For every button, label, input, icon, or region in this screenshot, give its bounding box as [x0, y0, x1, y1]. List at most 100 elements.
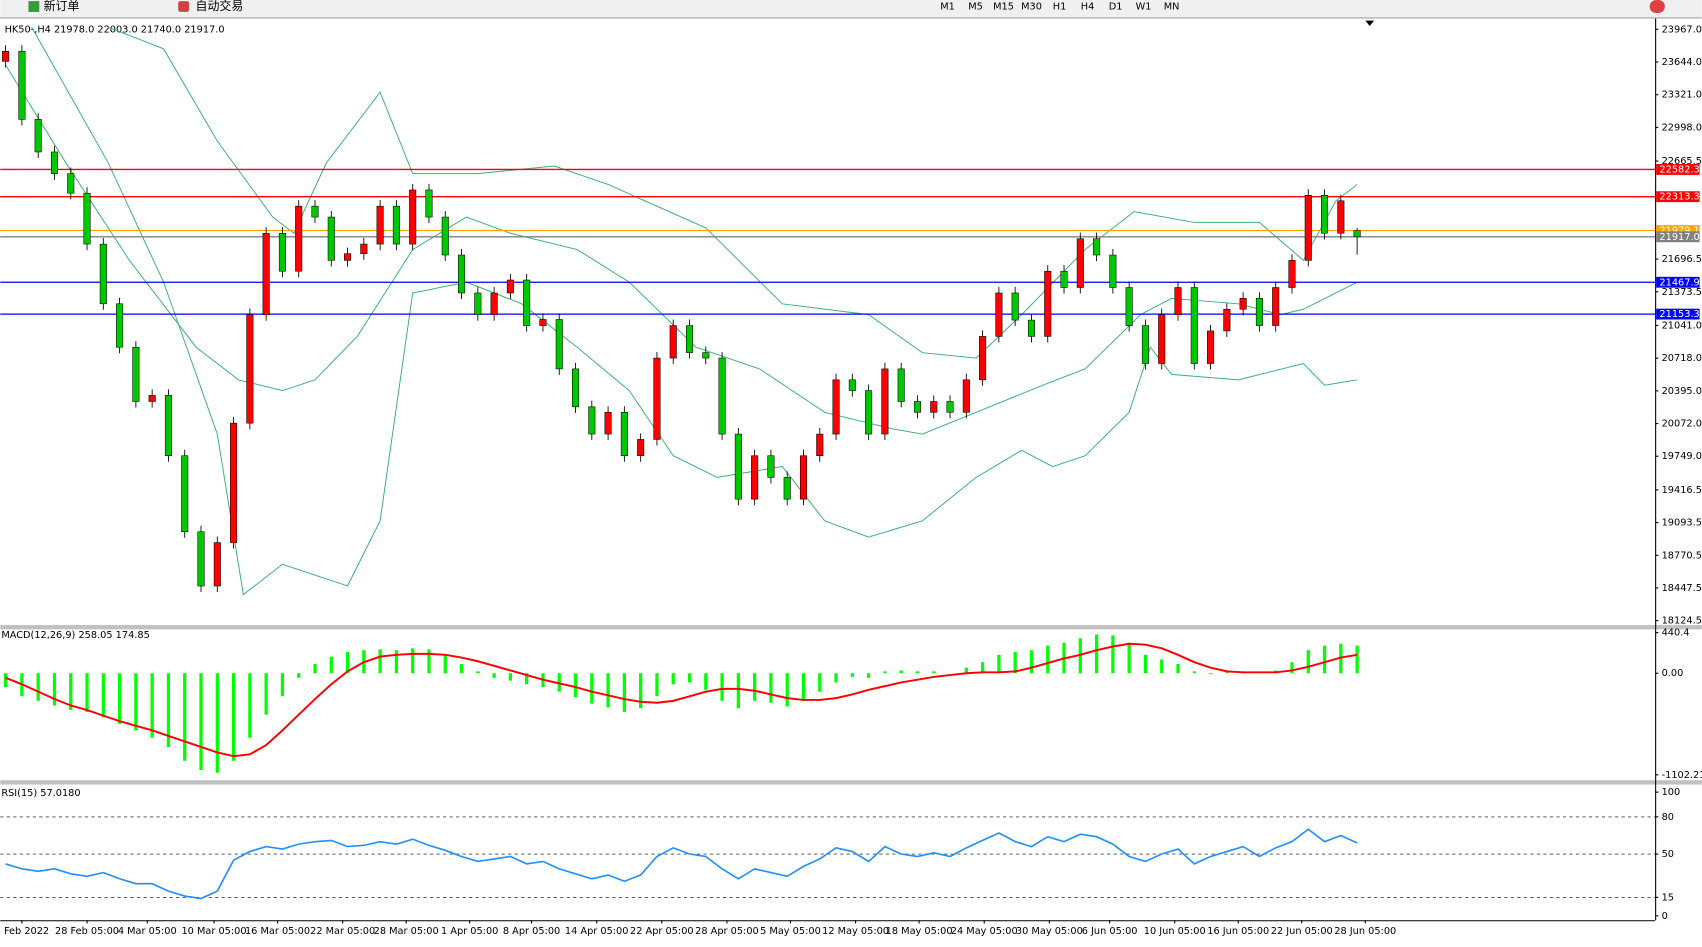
timeframe-button[interactable]: W1 [1136, 2, 1152, 13]
rsi-title: RSI(15) 57.0180 [1, 788, 80, 799]
timeframe-button[interactable]: M5 [968, 2, 983, 13]
candle-body [930, 401, 938, 413]
timeframe-button[interactable]: H4 [1081, 2, 1095, 13]
y-tick-label: 22998.0 [1662, 122, 1702, 133]
x-tick-label: 22 Apr 05:00 [630, 926, 694, 937]
y-tick-label: 20718.0 [1662, 353, 1702, 364]
timeframe-button[interactable]: H1 [1053, 2, 1067, 13]
candle-body [1109, 254, 1117, 288]
candle-body [1141, 325, 1149, 364]
timeframe-button[interactable]: MN [1164, 2, 1180, 13]
level-label-bg [1656, 164, 1700, 175]
candle-body [865, 390, 873, 435]
candle-body [799, 455, 808, 500]
candle-body [1207, 330, 1215, 364]
x-tick-label: 2 Feb 2022 [0, 926, 49, 937]
candle-body [181, 455, 189, 533]
candle-body [67, 173, 75, 194]
candle-body [2, 50, 10, 62]
candle-body [1337, 200, 1345, 234]
candle-body [197, 531, 205, 587]
candle-body [783, 477, 791, 500]
y-tick-label: 19416.5 [1662, 485, 1702, 496]
timeframe-button[interactable]: M30 [1021, 2, 1042, 13]
candle-body [1190, 287, 1198, 364]
candle-body [50, 151, 58, 174]
pane-separator [0, 625, 1702, 630]
x-tick-label: 16 Mar 05:00 [245, 926, 310, 937]
candle-body [262, 232, 270, 315]
candle-body [734, 433, 742, 500]
candle-body [278, 232, 286, 272]
candle-body [702, 352, 710, 359]
candle-body [1125, 287, 1133, 326]
level-label-bg [1656, 231, 1700, 243]
y-tick-label: 21041.0 [1662, 320, 1702, 331]
candle-body [34, 119, 42, 153]
timeframe-button[interactable]: M15 [993, 2, 1014, 13]
candle-body [441, 216, 449, 256]
level-label: 22582.3 [1659, 164, 1699, 175]
candle-body [881, 368, 889, 435]
level-label-bg [1656, 225, 1700, 236]
candle-body [913, 401, 921, 413]
macd-signal [5, 642, 1358, 758]
candle-body [409, 189, 417, 245]
x-tick-label: 28 Apr 05:00 [695, 926, 759, 937]
candle-body [1304, 195, 1312, 261]
candle-body [132, 346, 140, 402]
y-tick-label: 15 [1662, 892, 1674, 903]
level-label: 21979.1 [1659, 226, 1699, 237]
candle-body [1158, 314, 1166, 364]
auto-trade-icon[interactable] [178, 1, 190, 12]
y-tick-label: 100 [1662, 787, 1681, 798]
candle-body [99, 243, 107, 305]
x-tick-label: 22 Jun 05:00 [1271, 926, 1333, 937]
toolbar-button[interactable]: 自动交易 [196, 0, 244, 13]
candle-body [1011, 292, 1019, 321]
candle-body [230, 422, 238, 543]
y-tick-label: 21696.5 [1662, 254, 1702, 265]
candle-body [995, 292, 1003, 337]
candle-body [474, 292, 482, 315]
candle-body [555, 319, 563, 370]
candle-body [213, 542, 221, 587]
candle-body [946, 401, 954, 413]
level-label: 22313.3 [1659, 192, 1699, 203]
candle-body [1223, 308, 1231, 332]
candle-body [246, 314, 254, 424]
x-tick-label: 10 Mar 05:00 [181, 926, 246, 937]
level-label-bg [1656, 308, 1700, 320]
level-label: 21917.0 [1659, 232, 1699, 243]
macd-title: MACD(12,26,9) 258.05 174.85 [1, 630, 149, 641]
x-tick-label: 28 Jun 05:00 [1334, 926, 1396, 937]
x-tick-label: 16 Jun 05:00 [1207, 926, 1269, 937]
candle-body [897, 368, 905, 402]
candle-body [816, 433, 824, 457]
candle-body [767, 455, 775, 478]
candle-body [164, 395, 172, 457]
toolbar [0, 0, 1702, 18]
y-tick-label: 20072.0 [1662, 419, 1702, 430]
x-tick-label: 1 Apr 05:00 [441, 926, 498, 937]
timeframe-button[interactable]: M1 [940, 2, 955, 13]
candle-body [523, 279, 531, 326]
shift-marker [1365, 20, 1375, 27]
candle-body [979, 336, 987, 381]
timeframe-button[interactable]: D1 [1109, 2, 1123, 13]
candle-body [1353, 230, 1361, 238]
candle-body [669, 325, 677, 359]
y-tick-label: 80 [1662, 812, 1674, 823]
candle-body [392, 205, 400, 245]
candle-body [18, 50, 26, 120]
candle-body [620, 412, 628, 457]
alert-icon[interactable] [1649, 0, 1665, 14]
y-tick-label: 22665.5 [1662, 156, 1702, 167]
new-order-icon[interactable] [28, 1, 40, 12]
toolbar-button[interactable]: 新订单 [44, 0, 80, 13]
x-tick-label: 6 Jun 05:00 [1082, 926, 1138, 937]
candle-body [1174, 287, 1182, 315]
candle-body [637, 439, 645, 457]
candle-body [148, 395, 156, 402]
